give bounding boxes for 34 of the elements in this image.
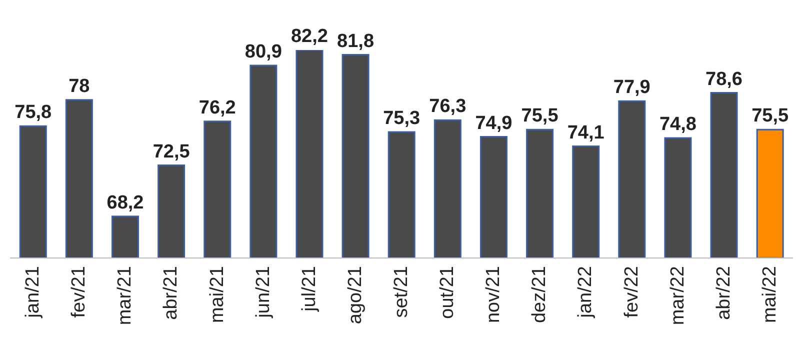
data-label: 74,8 <box>659 114 696 135</box>
x-tick-label: ago/21 <box>344 266 366 324</box>
data-label: 75,3 <box>383 108 420 130</box>
x-tick-label: jul/21 <box>298 266 320 312</box>
x-tick-label: mai/22 <box>759 266 780 324</box>
x-tick-label: fev/22 <box>621 266 642 318</box>
data-label: 81,8 <box>337 30 374 52</box>
data-label: 82,2 <box>290 26 328 47</box>
x-tick-label: nov/21 <box>483 266 504 324</box>
data-label: 78,6 <box>706 68 743 90</box>
data-label: 76,2 <box>198 97 236 118</box>
x-tick-label: fev/21 <box>68 266 90 318</box>
data-label: 77,9 <box>613 77 650 98</box>
data-label: 80,9 <box>244 41 282 62</box>
x-tick-label: set/21 <box>391 266 412 318</box>
data-label: 74,9 <box>475 112 512 134</box>
x-tick-label: abr/21 <box>160 266 182 320</box>
data-label: 76,3 <box>429 96 466 118</box>
x-tick-label: dez/21 <box>529 266 550 324</box>
data-label: 75,8 <box>14 102 52 124</box>
x-tick-label: mai/21 <box>206 266 228 324</box>
x-tick-label: abr/22 <box>713 266 734 320</box>
data-label: 75,5 <box>521 106 559 127</box>
data-label: 75,5 <box>752 106 789 127</box>
x-tick-label: mar/21 <box>114 266 136 326</box>
data-label: 74,1 <box>567 122 605 144</box>
data-label: 68,2 <box>106 192 144 214</box>
x-tick-label: mar/22 <box>667 266 688 326</box>
data-label: 72,5 <box>152 141 190 162</box>
x-tick-label: jan/22 <box>575 266 596 319</box>
x-tick-label: jun/21 <box>252 266 274 319</box>
x-tick-label: jan/21 <box>22 266 44 319</box>
data-label: 78 <box>68 76 90 97</box>
x-tick-label: out/21 <box>437 266 458 319</box>
